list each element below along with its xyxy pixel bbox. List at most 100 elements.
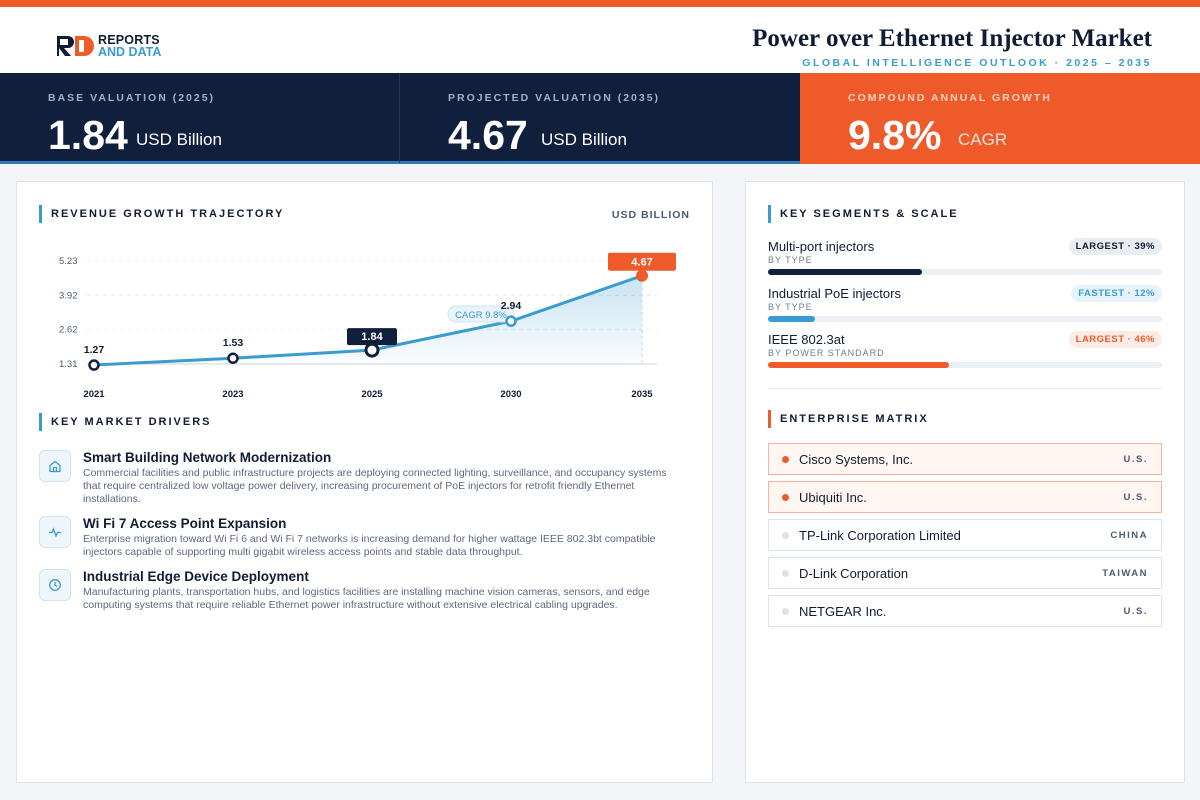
data-label: 4.67	[631, 257, 652, 269]
driver-title: Smart Building Network Modernization	[83, 450, 332, 465]
y-tick-label: 5.23	[59, 256, 78, 267]
data-label: 1.53	[223, 337, 244, 349]
y-tick-label: 2.62	[59, 325, 78, 336]
segment-category: BY TYPE	[768, 255, 813, 265]
segment-share-track	[768, 269, 1162, 275]
driver-item: Industrial Edge Device Deployment Manufa…	[39, 569, 679, 615]
cagr-pill	[447, 305, 515, 323]
segment-badge: LARGEST · 46%	[1068, 331, 1162, 348]
enterprise-row[interactable]: D-Link Corporation TAIWAN	[768, 557, 1162, 589]
x-tick-label: 2023	[222, 389, 243, 400]
x-tick-label: 2030	[500, 389, 521, 400]
segment-badge: FASTEST · 12%	[1071, 285, 1162, 302]
segment-name: IEEE 802.3at	[768, 332, 845, 347]
segment-category: BY TYPE	[768, 302, 813, 312]
x-tick-label: 2025	[361, 389, 383, 400]
kpi-base-valuation: BASE VALUATION (2025) 1.84 USD Billion	[0, 73, 400, 164]
kpi-label: BASE VALUATION (2025)	[48, 92, 216, 104]
left-panel: REVENUE GROWTH TRAJECTORY USD BILLION 1.…	[16, 181, 713, 783]
data-label-badge	[347, 328, 397, 346]
company-country: U.S.	[1123, 492, 1148, 503]
kpi-value: 1.84	[48, 112, 128, 158]
kpi-projected-valuation: PROJECTED VALUATION (2035) 4.67 USD Bill…	[400, 73, 800, 164]
enterprise-section-title: ENTERPRISE MATRIX	[768, 410, 929, 428]
cagr-pill-label: CAGR 9.8%	[455, 310, 507, 321]
pulse-icon	[39, 516, 71, 548]
driver-description: Manufacturing plants, transportation hub…	[83, 586, 650, 611]
segment-item: Multi-port injectors BY TYPE LARGEST · 3…	[768, 238, 1162, 285]
clock-icon	[39, 569, 71, 601]
kpi-cagr: COMPOUND ANNUAL GROWTH 9.8% CAGR	[800, 73, 1200, 164]
segment-share-track	[768, 362, 1162, 368]
data-point	[636, 269, 648, 282]
segment-share-bar	[768, 316, 816, 322]
chart-unit-label: USD BILLION	[611, 209, 690, 221]
company-name: NETGEAR Inc.	[799, 604, 887, 619]
top-accent-bar	[0, 0, 1200, 7]
segment-item: IEEE 802.3at BY POWER STANDARD LARGEST ·…	[768, 331, 1162, 378]
kpi-unit: CAGR	[958, 130, 1008, 149]
company-country: U.S.	[1123, 454, 1148, 465]
segment-share-bar	[768, 269, 922, 275]
section-divider	[768, 388, 1162, 389]
segment-item: Industrial PoE injectors BY TYPE FASTEST…	[768, 285, 1162, 332]
company-name: TP-Link Corporation Limited	[799, 528, 961, 543]
kpi-value: 4.67	[448, 112, 528, 158]
enterprise-row[interactable]: NETGEAR Inc. U.S.	[768, 595, 1162, 627]
building-icon	[39, 450, 71, 482]
segment-name: Multi-port injectors	[768, 239, 875, 254]
company-name: D-Link Corporation	[799, 566, 909, 581]
data-label: 1.84	[361, 331, 383, 343]
revenue-chart: 1.31 2.62 3.92 5.23 CAGR 9.8% 1.27 2021 1.53 202…	[59, 252, 676, 400]
company-name: Ubiquiti Inc.	[799, 490, 867, 505]
brand-line-2: AND DATA	[98, 45, 162, 59]
data-point	[364, 342, 380, 358]
status-dot	[782, 494, 789, 501]
status-dot	[782, 456, 789, 463]
kpi-unit: USD Billion	[136, 130, 222, 149]
status-dot	[782, 608, 789, 615]
data-point	[227, 352, 239, 364]
data-label: 2.94	[501, 300, 522, 312]
page-header: REPORTS AND DATA Power over Ethernet Inj…	[0, 7, 1200, 73]
segments-section-title: KEY SEGMENTS & SCALE	[768, 205, 959, 223]
status-dot	[782, 570, 789, 577]
drivers-section-title: KEY MARKET DRIVERS	[39, 413, 211, 431]
kpi-strip: BASE VALUATION (2025) 1.84 USD Billion P…	[0, 73, 1200, 164]
driver-title: Industrial Edge Device Deployment	[83, 569, 309, 584]
driver-description: Commercial facilities and public infrast…	[83, 467, 667, 505]
enterprise-row[interactable]: Ubiquiti Inc. U.S.	[768, 481, 1162, 513]
kpi-unit: USD Billion	[541, 130, 627, 149]
kpi-label: PROJECTED VALUATION (2035)	[448, 92, 661, 104]
data-point	[88, 359, 100, 371]
trajectory-section-title: REVENUE GROWTH TRAJECTORY	[39, 205, 284, 223]
company-name: Cisco Systems, Inc.	[799, 452, 914, 467]
segment-badge: LARGEST · 39%	[1068, 238, 1162, 255]
x-tick-label: 2035	[631, 389, 653, 400]
data-label-badge	[608, 252, 676, 271]
x-tick-label: 2021	[83, 389, 105, 400]
area-fill	[94, 275, 642, 366]
company-country: CHINA	[1110, 530, 1148, 541]
enterprise-row[interactable]: TP-Link Corporation Limited CHINA	[768, 519, 1162, 551]
driver-title: Wi Fi 7 Access Point Expansion	[83, 516, 287, 531]
driver-item: Smart Building Network Modernization Com…	[39, 450, 679, 510]
kpi-label: COMPOUND ANNUAL GROWTH	[848, 92, 1052, 104]
driver-description: Enterprise migration toward Wi Fi 6 and …	[83, 533, 656, 558]
enterprise-row[interactable]: Cisco Systems, Inc. U.S.	[768, 443, 1162, 475]
company-country: U.S.	[1123, 606, 1148, 617]
data-point	[505, 315, 517, 327]
right-panel: KEY SEGMENTS & SCALE Multi-port injector…	[745, 181, 1185, 783]
brand-line-1: REPORTS	[98, 33, 160, 47]
page-subtitle: GLOBAL INTELLIGENCE OUTLOOK · 2025 – 203…	[802, 57, 1152, 69]
y-tick-label: 1.31	[59, 359, 78, 370]
brand-logo[interactable]: REPORTS AND DATA	[55, 34, 161, 58]
page-title: Power over Ethernet Injector Market	[752, 25, 1152, 52]
segment-share-bar	[768, 362, 950, 368]
kpi-value: 9.8%	[848, 112, 942, 158]
segment-name: Industrial PoE injectors	[768, 286, 901, 301]
y-tick-label: 3.92	[59, 290, 78, 301]
data-label: 1.27	[84, 344, 105, 356]
status-dot	[782, 532, 789, 539]
logo-mark-icon	[57, 36, 94, 56]
